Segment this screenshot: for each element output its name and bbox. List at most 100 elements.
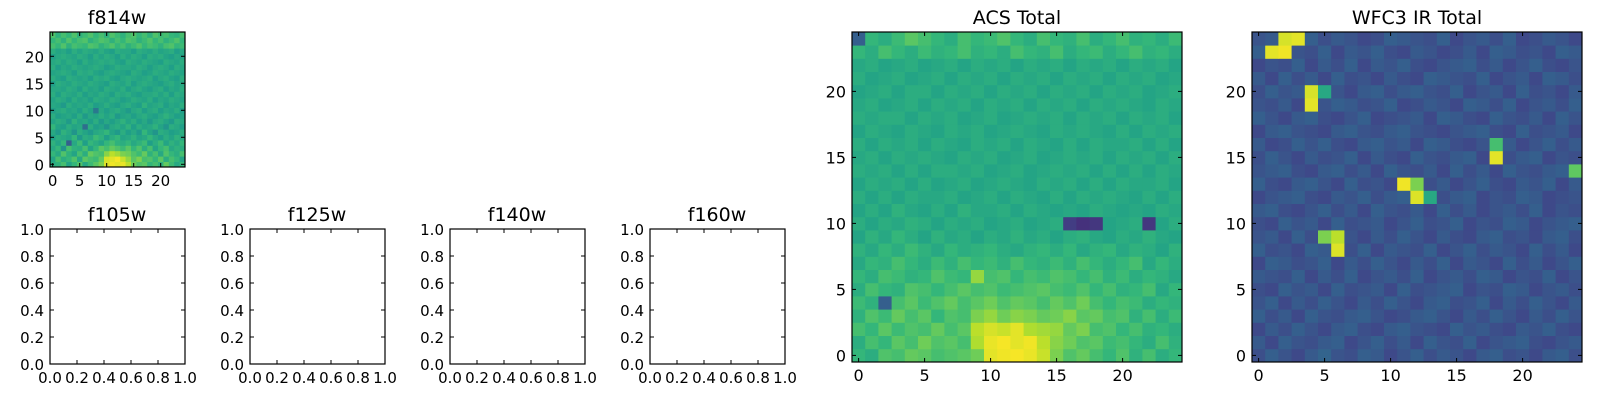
heatmap-cell [147,161,153,168]
heatmap-cell [1010,296,1024,310]
heatmap-cell [1463,71,1477,86]
heatmap-cell [984,230,998,244]
heatmap-cell [163,75,170,81]
heatmap-cell [957,203,972,218]
heatmap-cell [152,48,159,54]
heatmap-cell [865,111,879,125]
heatmap-cell [168,64,175,71]
heatmap-cell [984,164,998,178]
heatmap-cell [904,322,919,336]
heatmap-cell [1410,32,1424,46]
heatmap-cell [1529,164,1543,178]
heatmap-cell [147,42,153,49]
heatmap-cell [1010,164,1024,178]
heatmap-cell [179,145,186,152]
heatmap-cell [1344,203,1358,218]
heatmap-cell [1265,203,1279,218]
heatmap-cell [1116,282,1130,297]
heatmap-cell [114,102,121,108]
heatmap-cell [1036,58,1051,72]
heatmap-cell [1397,84,1411,99]
heatmap-cell [852,269,866,284]
heatmap-cell [1063,98,1077,112]
heatmap-cell [87,107,94,114]
heatmap-cell [1436,309,1451,323]
heatmap-cell [66,80,72,87]
x-tick-label: 0.6 [319,369,343,387]
heatmap-cell [77,80,83,87]
heatmap-cell [997,230,1011,244]
heatmap-cell [168,145,175,152]
heatmap-cell [1476,32,1490,46]
heatmap-cell [1168,45,1183,59]
heatmap-cell [1142,137,1156,152]
heatmap-cell [1304,335,1319,350]
heatmap-cell [1010,216,1024,231]
heatmap-cell [174,113,180,119]
heatmap-cell [1502,203,1517,218]
heatmap-cell [1168,348,1183,363]
heatmap-cell [1555,137,1570,152]
heatmap-cell [141,150,148,157]
heatmap-cell [1502,177,1517,191]
heatmap-cell [1102,269,1117,284]
heatmap-cell [1278,230,1292,244]
heatmap-cell [1036,84,1051,99]
heatmap-cell [1463,58,1477,72]
heatmap-cell [1023,32,1038,46]
heatmap-cell [1304,282,1319,297]
heatmap-cell [114,150,121,157]
heatmap-cell [1502,84,1517,99]
heatmap-cell [66,145,72,152]
heatmap-cell [1568,32,1583,46]
axes-frame-wfc3-ir-total [1251,31,1583,363]
heatmap-cell [1318,322,1332,336]
heatmap-cell [1463,203,1477,218]
heatmap-cell [1516,84,1530,99]
heatmap-cell [1516,309,1530,323]
heatmap-cell [136,75,143,81]
heatmap-cell [970,98,985,112]
heatmap-cell [125,69,132,76]
heatmap-cell [1063,84,1077,99]
heatmap-cell [1076,348,1090,363]
heatmap-cell [1050,137,1064,152]
heatmap-cell [1555,84,1570,99]
heatmap-cell [997,296,1011,310]
heatmap-cell [1436,335,1451,350]
heatmap-cell [50,42,56,49]
heatmap-cell [1450,150,1464,165]
heatmap-cell [904,348,919,363]
x-tick-label: 5 [920,366,930,385]
heatmap-cell [141,156,148,162]
heatmap-cell [904,243,919,257]
heatmap-cell [66,75,72,81]
heatmap-cell [1089,71,1104,86]
heatmap-cell [931,216,945,231]
heatmap-cell [1331,177,1345,191]
heatmap-cell [114,32,121,38]
heatmap-cell [1278,296,1292,310]
heatmap-cell [970,256,985,270]
x-tick-label: 0.4 [292,369,316,387]
heatmap-cell [1036,164,1051,178]
heatmap-cell [77,75,83,81]
heatmap-cell [1410,111,1424,125]
heatmap-cell [141,64,148,71]
heatmap-cell [1116,296,1130,310]
heatmap-cell [98,86,105,92]
heatmap-cell [1397,296,1411,310]
heatmap-cell [104,123,110,130]
heatmap-cell [1344,84,1358,99]
heatmap-cell [158,102,164,108]
heatmap-cell [1357,150,1372,165]
heatmap-cell [1318,230,1332,244]
heatmap-cell [1529,32,1543,46]
heatmap-cell [1450,243,1464,257]
heatmap-cell [1516,256,1530,270]
heatmap-cell [50,96,56,103]
heatmap-cell [114,75,121,81]
heatmap-cell [82,32,89,38]
heatmap-cell [1489,58,1504,72]
heatmap-cell [957,111,972,125]
